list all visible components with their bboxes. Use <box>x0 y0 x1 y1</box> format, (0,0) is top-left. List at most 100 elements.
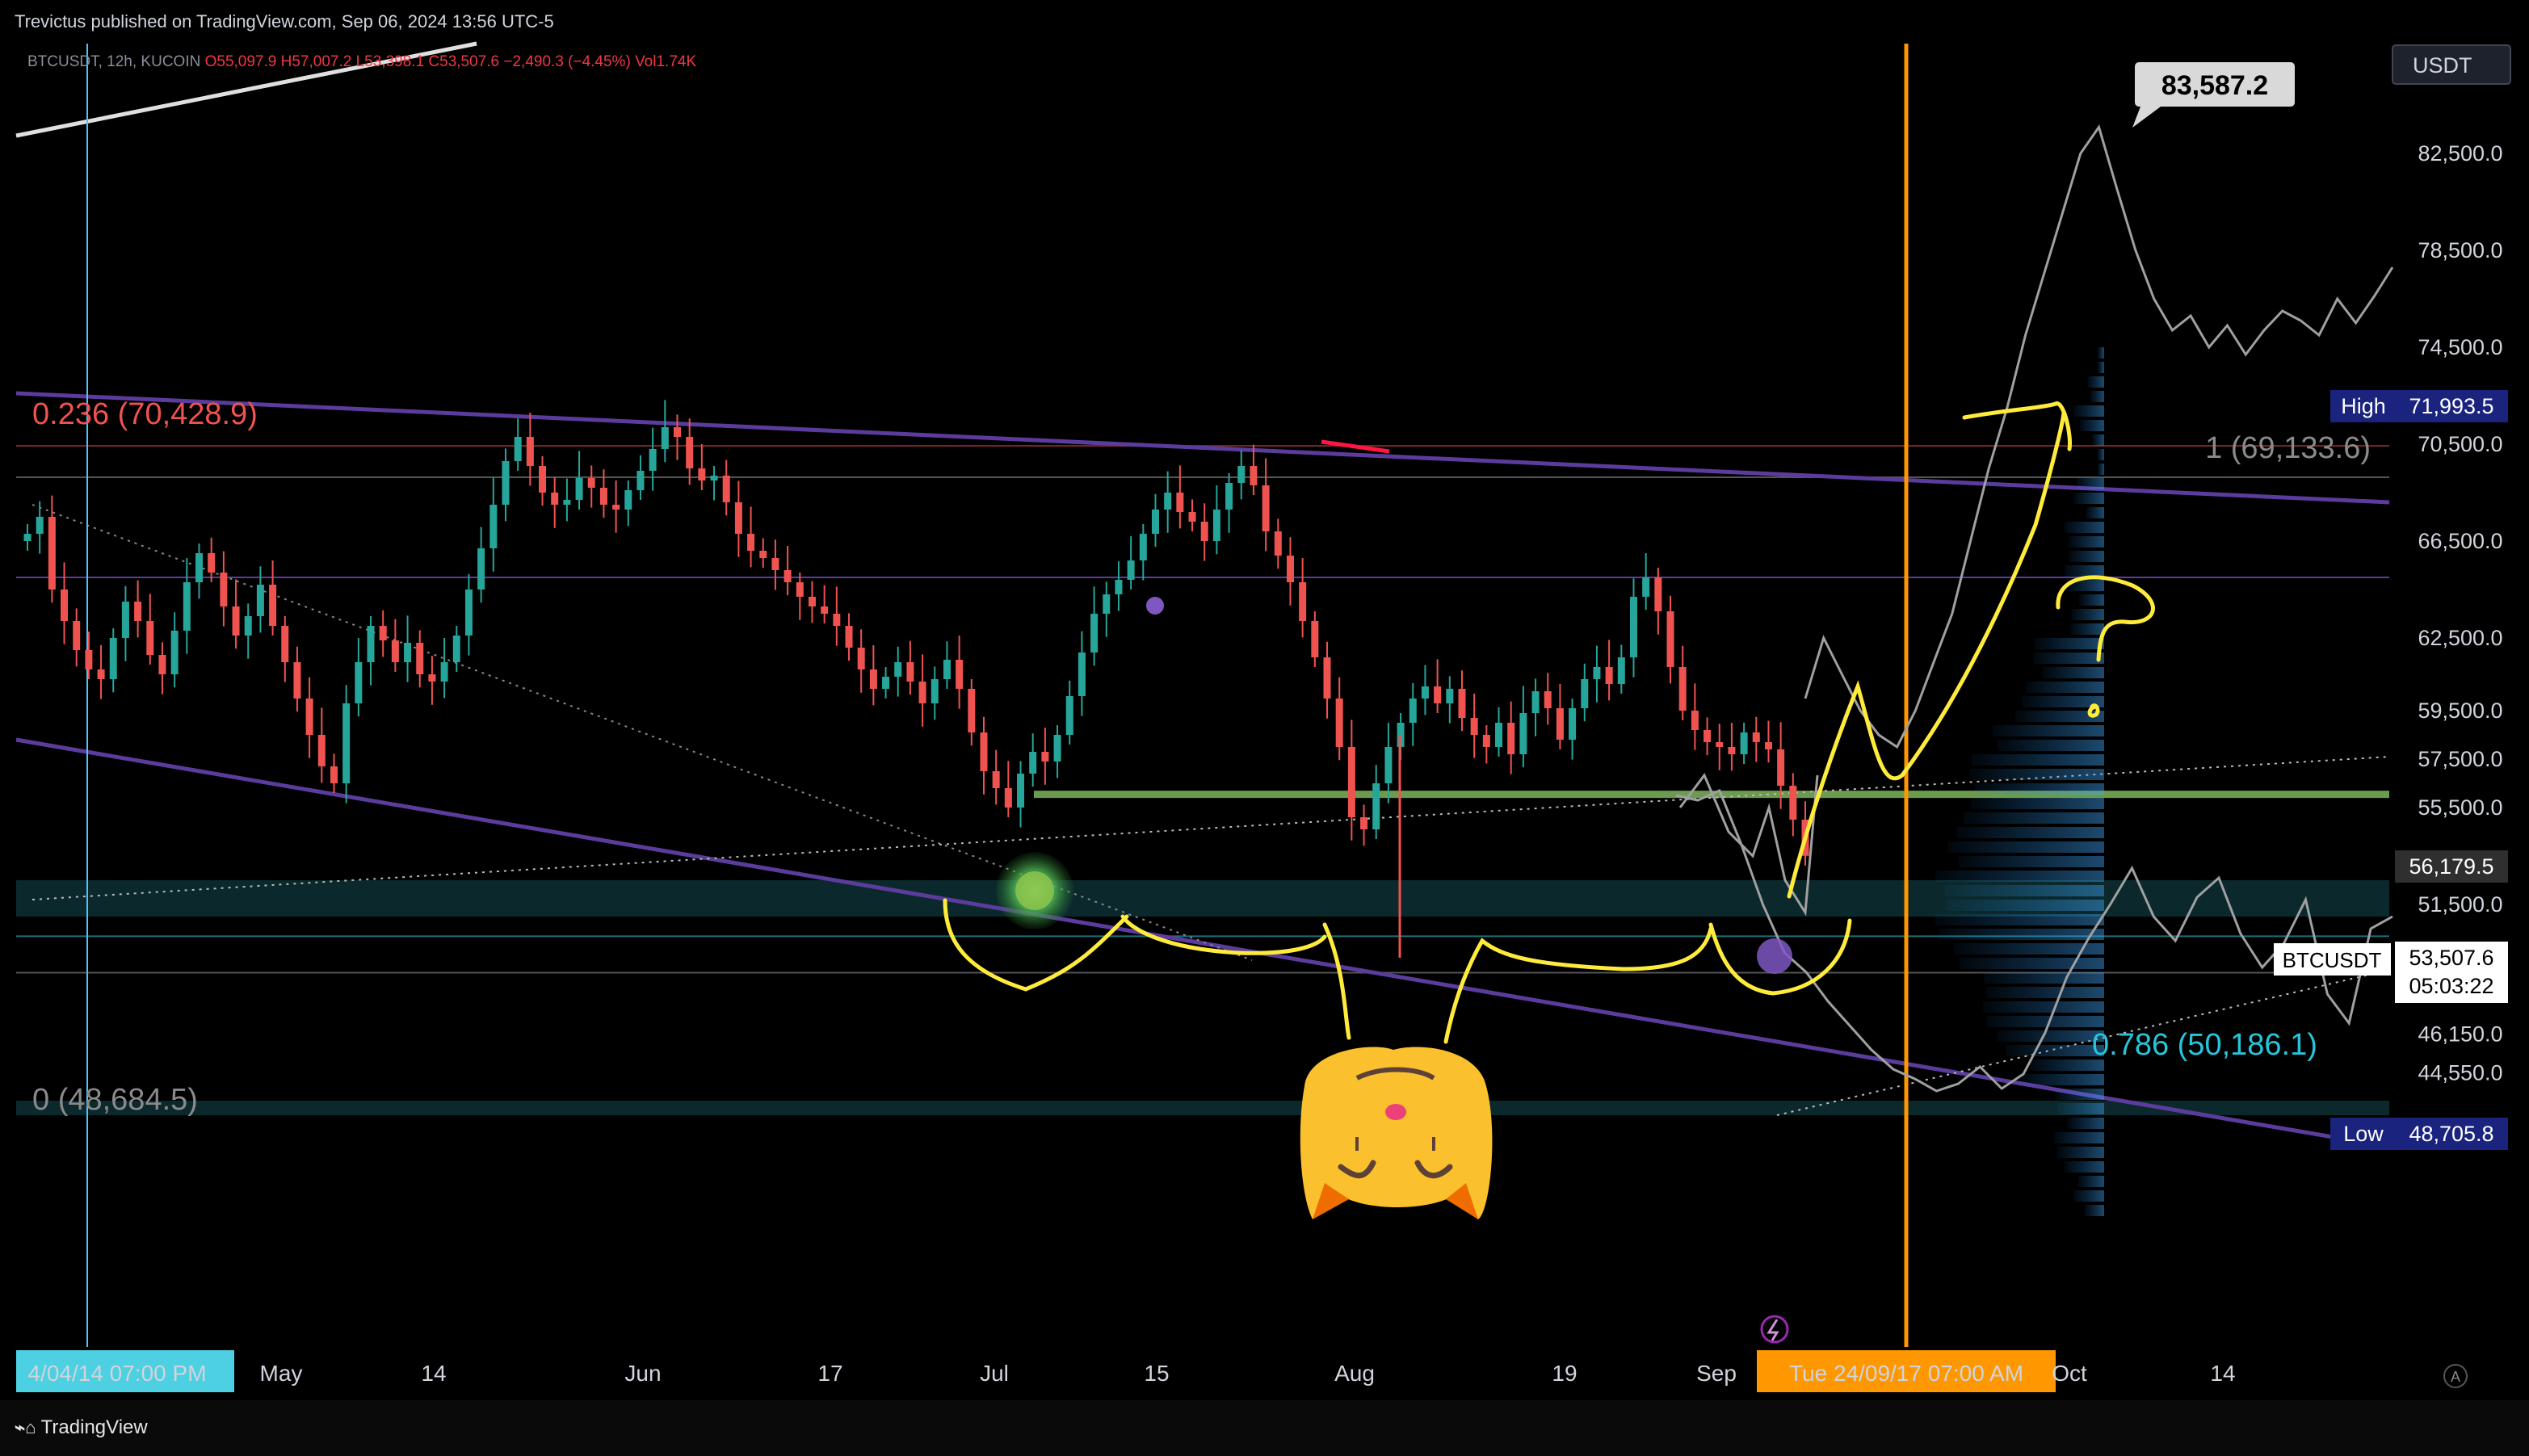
volume-profile-bar <box>2077 478 2104 489</box>
candle <box>1593 646 1600 703</box>
candle-body <box>1483 735 1490 747</box>
candle-body <box>636 471 644 490</box>
candle-body <box>465 590 473 636</box>
candle-body <box>195 553 203 582</box>
candle <box>931 666 939 720</box>
candle <box>1507 702 1514 774</box>
volume-profile-bar <box>2073 405 2104 417</box>
candle <box>1409 683 1417 746</box>
candle <box>146 594 153 665</box>
candle <box>980 717 987 795</box>
y-tick-label: 46,150.0 <box>2418 1022 2502 1047</box>
x-tick-label: 15 <box>1144 1361 1169 1386</box>
candle-body <box>36 517 44 534</box>
candle <box>821 585 828 623</box>
candle-body <box>1164 493 1171 510</box>
candle-body <box>980 732 987 771</box>
candle <box>1336 678 1343 761</box>
candle <box>771 539 779 590</box>
candle <box>1789 773 1796 836</box>
tradingview-logo[interactable]: ⌁⌂ TradingView <box>15 1416 148 1439</box>
candle-body <box>576 478 583 500</box>
candle <box>1103 581 1110 636</box>
candle-body <box>183 582 191 631</box>
volume-profile-bar <box>2092 434 2104 446</box>
candle-body <box>502 461 509 505</box>
volume-profile-bar <box>2073 1190 2104 1202</box>
candle-body <box>1066 696 1073 735</box>
candle-body <box>759 551 767 558</box>
candle-body <box>1446 689 1453 703</box>
candle-body <box>1348 747 1355 817</box>
candle-body <box>1409 699 1417 723</box>
candle-body <box>723 476 730 502</box>
candle-body <box>747 534 754 551</box>
candle <box>355 638 362 716</box>
cat-emoji-icon <box>1300 1047 1493 1219</box>
candle-body <box>809 597 816 606</box>
candle-body <box>735 502 742 534</box>
candle-body <box>1041 752 1048 762</box>
y-tick-label: 44,550.0 <box>2418 1061 2502 1085</box>
volume-profile-bar <box>1972 798 2104 809</box>
candle <box>858 629 865 693</box>
x-tick-label: Aug <box>1334 1361 1375 1386</box>
candle-body <box>919 682 926 703</box>
candle <box>515 418 522 471</box>
candle <box>416 630 423 687</box>
purple-marker-icon <box>1757 938 1792 974</box>
volume-profile-bar <box>1993 725 2104 736</box>
candle <box>1262 458 1270 551</box>
volume-profile-bar <box>2071 623 2104 635</box>
candle-body <box>380 626 387 640</box>
candle <box>48 496 56 603</box>
candle <box>1324 642 1331 719</box>
candle-body <box>1507 723 1514 754</box>
candle <box>1434 659 1441 713</box>
candle-body <box>318 735 326 766</box>
candle-body <box>477 548 485 590</box>
candle-body <box>993 771 1000 788</box>
volume-profile-bar <box>2087 376 2104 388</box>
candle-body <box>771 558 779 570</box>
candle <box>796 573 804 620</box>
candle-body <box>269 585 276 626</box>
candle <box>1532 678 1540 736</box>
candle-body <box>821 606 828 614</box>
candle-body <box>233 606 240 636</box>
candle <box>380 611 387 657</box>
crosshair-time-label: Tue 24/09/17 07:00 AM <box>1789 1361 2023 1386</box>
volume-profile-bar <box>2077 1176 2104 1187</box>
candle <box>1765 721 1772 763</box>
candle-body <box>73 621 80 650</box>
candle-body <box>698 468 705 480</box>
bottom-zone-band <box>16 1101 2389 1115</box>
candle-body <box>1593 667 1600 679</box>
candle-body <box>1299 582 1306 621</box>
candle <box>233 579 240 648</box>
volume-profile-bar <box>2073 493 2104 504</box>
candle-body <box>1237 466 1245 483</box>
candle-body <box>1458 689 1465 718</box>
candle <box>36 501 44 554</box>
candle <box>330 753 338 793</box>
y-tick-label: 70,500.0 <box>2418 432 2502 456</box>
candle-body <box>1606 667 1613 684</box>
candle-body <box>674 427 681 437</box>
candle <box>1691 683 1699 749</box>
candle <box>1054 725 1061 778</box>
candle-body <box>368 626 375 662</box>
candle-body <box>649 449 657 471</box>
candle <box>1495 707 1502 757</box>
candle-body <box>24 534 32 541</box>
candle-body <box>1679 667 1687 711</box>
candle-body <box>245 616 252 636</box>
candle-body <box>1201 522 1208 541</box>
candle-body <box>1128 560 1135 580</box>
footer-bar: ⌁⌂ TradingView <box>0 1400 2529 1456</box>
candle <box>1446 676 1453 723</box>
candle <box>968 679 975 745</box>
candle-body <box>1090 614 1098 652</box>
volume-profile-bar <box>1959 856 2104 867</box>
